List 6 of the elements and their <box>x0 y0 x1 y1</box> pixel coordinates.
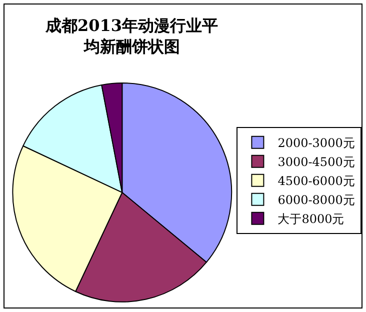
legend-label: 4500-6000元 <box>278 174 355 188</box>
legend-label: 3000-4500元 <box>278 155 355 169</box>
legend-label: 2000-3000元 <box>278 136 355 150</box>
legend-label: 6000-8000元 <box>278 193 355 207</box>
chart-title: 成都2013年动漫行业平均新酬饼状图 <box>44 16 218 56</box>
legend-label: 大于8000元 <box>278 212 344 226</box>
